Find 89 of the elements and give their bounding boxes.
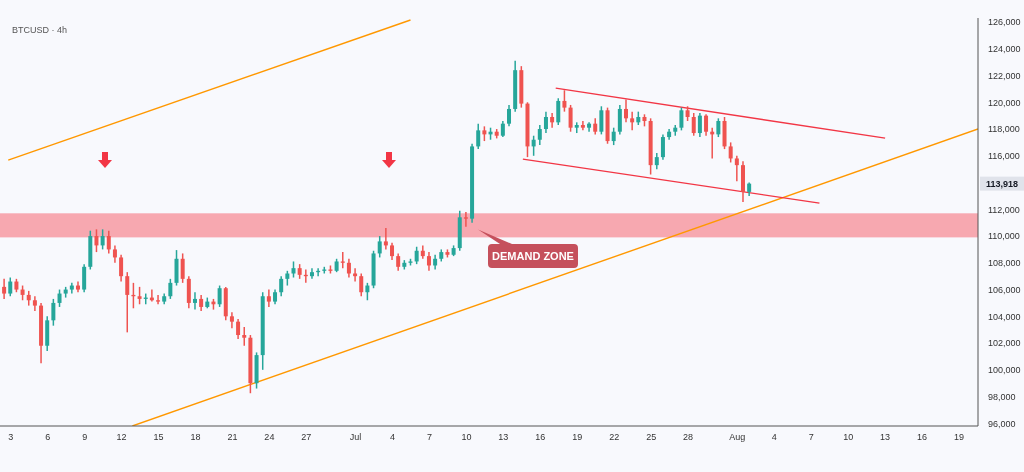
x-tick-label: 16 <box>917 432 928 443</box>
candlestick <box>217 284 222 308</box>
candlestick <box>463 211 468 228</box>
candlestick <box>125 271 130 334</box>
x-tick-label: 24 <box>264 432 275 443</box>
y-tick-label: 112,000 <box>988 204 1020 215</box>
candlestick <box>279 275 284 297</box>
y-tick-label: 124,000 <box>988 44 1021 55</box>
candlestick <box>562 89 567 113</box>
candlestick <box>192 291 197 311</box>
candlestick <box>716 117 721 138</box>
candlestick <box>346 258 351 279</box>
candlestick <box>697 112 702 138</box>
candlestick <box>550 112 555 129</box>
candlestick <box>617 104 622 136</box>
candlestick <box>94 228 99 253</box>
candlestick <box>359 272 364 297</box>
x-tick-label: 21 <box>227 432 238 443</box>
text: BTCUSD · 4h <box>12 25 68 35</box>
candlestick <box>568 104 573 133</box>
y-tick-label: 110,000 <box>988 231 1020 242</box>
y-tick-label: 116,000 <box>988 151 1020 162</box>
candlestick <box>156 294 161 306</box>
candlestick <box>624 98 628 124</box>
candlestick <box>2 278 7 300</box>
candlestick <box>82 263 87 293</box>
candlestick <box>119 254 124 283</box>
x-tick-label: 6 <box>45 432 51 443</box>
x-tick-label: 7 <box>426 432 432 443</box>
candlestick <box>691 112 696 137</box>
candlestick <box>704 113 709 137</box>
y-tick-label: 126,000 <box>988 17 1021 28</box>
candlestick <box>377 235 382 259</box>
y-tick-label: 118,000 <box>988 124 1020 135</box>
x-tick-label: 28 <box>683 432 694 443</box>
x-tick-label: 4 <box>390 432 396 443</box>
candlestick <box>630 110 635 132</box>
candlestick <box>236 318 241 340</box>
x-tick-label: 25 <box>646 432 657 443</box>
candlestick <box>537 124 542 146</box>
candlestick <box>51 298 56 327</box>
x-tick-label: 7 <box>808 432 814 443</box>
y-tick-label: 102,000 <box>988 338 1021 349</box>
y-tick-label: 108,000 <box>988 258 1021 269</box>
x-tick-label: 16 <box>535 432 546 443</box>
y-tick-label: 120,000 <box>988 97 1021 108</box>
x-tick-label: 22 <box>609 432 620 443</box>
x-tick-label: 4 <box>771 432 777 443</box>
x-tick-label: Aug <box>729 432 746 443</box>
candlestick <box>383 227 388 251</box>
candlestick <box>106 229 111 255</box>
x-tick-label: 3 <box>8 432 14 443</box>
y-tick-label: 98,000 <box>988 391 1016 402</box>
candlestick <box>8 276 13 297</box>
candlestick <box>507 104 512 128</box>
x-tick-label: Jul <box>349 432 362 443</box>
candlestick <box>340 251 345 269</box>
candlestick <box>556 97 561 126</box>
candlestick <box>426 251 431 272</box>
candlestick <box>679 106 684 132</box>
x-tick-label: 27 <box>301 432 312 443</box>
candlestick <box>543 110 548 134</box>
candlestick <box>420 244 425 260</box>
candlestick <box>734 155 739 182</box>
annotation: 113,918 <box>985 179 1019 190</box>
band-label: DEMAND ZONE <box>492 250 574 262</box>
candlestick <box>100 228 105 251</box>
x-tick-label: 9 <box>82 432 88 443</box>
x-tick-label: 15 <box>153 432 164 443</box>
candlestick <box>728 141 733 164</box>
candlestick <box>242 326 247 347</box>
candlestick <box>180 252 185 284</box>
x-tick-label: 19 <box>953 432 965 443</box>
x-tick-label: 13 <box>880 432 891 443</box>
y-tick-label: 100,000 <box>988 365 1021 376</box>
x-tick-label: 18 <box>190 432 201 443</box>
x-tick-label: 10 <box>461 432 472 443</box>
y-tick-label: 104,000 <box>988 311 1021 322</box>
y-tick-label: 122,000 <box>988 70 1021 81</box>
candlestick <box>168 278 173 300</box>
candlestick <box>599 105 604 136</box>
x-tick-label: 13 <box>498 432 509 443</box>
x-tick-label: 10 <box>843 432 854 443</box>
y-tick-label: 96,000 <box>988 418 1016 429</box>
y-tick-label: 106,000 <box>988 284 1021 295</box>
x-tick-label: 19 <box>572 432 583 443</box>
x-tick-label: 12 <box>116 432 127 443</box>
candlestick <box>660 133 665 161</box>
candlestick <box>476 122 481 150</box>
